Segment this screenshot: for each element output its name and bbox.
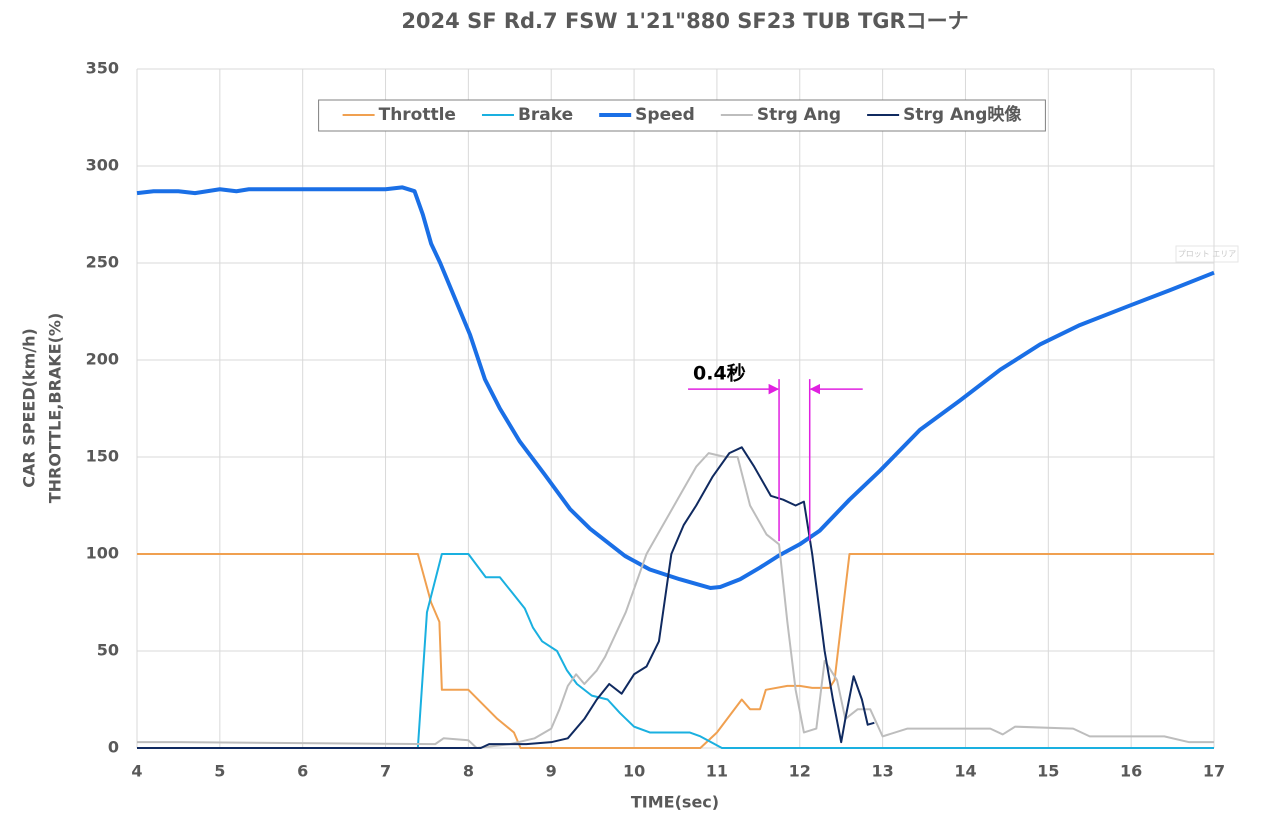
x-tick-label: 15 [1037, 762, 1059, 781]
plot-area-label: プロット エリア [1178, 250, 1237, 259]
series-line [137, 553, 1214, 749]
y-tick-label: 50 [97, 641, 119, 660]
y-tick-label: 250 [86, 253, 119, 272]
plot-area-tip [1175, 245, 1239, 263]
chart-title: 2024 SF Rd.7 FSW 1'21"880 SF23 TUB TGRコー… [401, 9, 968, 33]
x-tick-label: 12 [789, 762, 811, 781]
x-axis-label: TIME(sec) [631, 793, 719, 812]
x-tick-label: 8 [463, 762, 474, 781]
series-line [137, 446, 875, 749]
legend-label: Speed [635, 105, 695, 125]
y-axis-label: CAR SPEED(km/h) [20, 328, 39, 488]
series-line [136, 185, 1215, 590]
x-tick-label: 4 [131, 762, 142, 781]
legend-label: Throttle [379, 105, 456, 125]
x-tick-label: 14 [954, 762, 976, 781]
y-axis-label: THROTTLE,BRAKE(%) [46, 313, 65, 504]
y-tick-label: 100 [86, 544, 119, 563]
series-line [137, 452, 1214, 749]
y-tick-label: 200 [86, 350, 119, 369]
y-tick-label: 350 [86, 59, 119, 78]
legend-label: Strg Ang [757, 105, 841, 125]
legend-box [318, 99, 1046, 132]
legend-label: Brake [518, 105, 573, 125]
x-tick-label: 5 [214, 762, 225, 781]
x-tick-label: 17 [1203, 762, 1225, 781]
legend-label: Strg Ang映像 [903, 104, 1022, 125]
x-tick-label: 10 [623, 762, 645, 781]
y-tick-label: 0 [108, 738, 119, 757]
x-tick-label: 13 [871, 762, 893, 781]
x-tick-label: 9 [546, 762, 557, 781]
y-tick-label: 150 [86, 447, 119, 466]
x-tick-label: 7 [380, 762, 391, 781]
annotation-text: 0.4秒 [693, 362, 746, 385]
y-tick-label: 300 [86, 156, 119, 175]
x-tick-label: 16 [1120, 762, 1142, 781]
x-tick-label: 11 [706, 762, 728, 781]
x-tick-label: 6 [297, 762, 308, 781]
